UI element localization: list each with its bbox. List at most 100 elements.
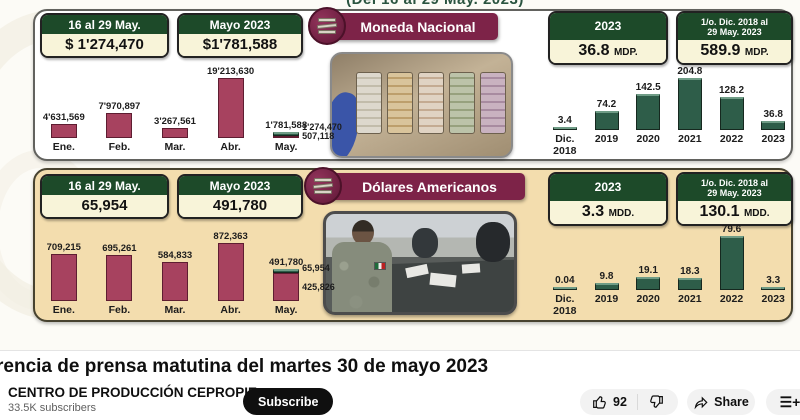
bar-value-label: 3'267,561 bbox=[154, 115, 196, 127]
badge-value: 589.9 MDP. bbox=[678, 40, 791, 63]
bar-value-label: 18.3 bbox=[680, 265, 700, 277]
bar-category-label: 2019 bbox=[594, 133, 619, 145]
bar-category-label: 2022 bbox=[719, 133, 744, 145]
bar-group: 18.3 2021 bbox=[669, 224, 711, 317]
thumb-up-icon bbox=[593, 395, 606, 409]
bar-category-label: May. bbox=[274, 141, 298, 153]
cash-stack-icon bbox=[308, 7, 346, 45]
bar-category-label: Abr. bbox=[220, 304, 241, 316]
bar-group: 695,261 Feb. bbox=[92, 220, 148, 317]
bar bbox=[106, 113, 133, 138]
share-arrow-icon bbox=[694, 396, 708, 410]
badge-da-16-29-may: 16 al 29 May. 65,954 bbox=[40, 174, 169, 219]
cash-stack-icon bbox=[304, 167, 342, 205]
bar-group: 1'781,588 1'274,470 507,118 May. bbox=[258, 60, 342, 154]
bar bbox=[761, 120, 786, 130]
share-button[interactable]: Share bbox=[687, 389, 755, 415]
photo-detail bbox=[330, 220, 394, 312]
thumb-down-icon bbox=[650, 395, 663, 409]
bar bbox=[50, 253, 77, 301]
bar-group: 872,363 Abr. bbox=[203, 220, 259, 317]
badge-header: 2023 bbox=[550, 13, 666, 40]
bar-category-label: 2020 bbox=[636, 133, 660, 145]
pill-label: Dólares Americanos bbox=[362, 178, 497, 195]
bar-group: 7'970,897 Feb. bbox=[92, 60, 148, 154]
bar-category-label: 2020 bbox=[636, 293, 660, 305]
slide-date-header: (Del 16 al 29 May. 2023) bbox=[290, 0, 580, 8]
bar-group: 3.3 2023 bbox=[752, 224, 794, 317]
bar-value-label: 4'631,569 bbox=[42, 111, 85, 123]
badge-mn-2023: 2023 36.8 MDP. bbox=[548, 11, 668, 65]
segment-label: 507,118 bbox=[302, 131, 335, 141]
bar-value-label: 695,261 bbox=[102, 242, 137, 254]
bar-category-label: Dic. 2018 bbox=[553, 293, 577, 318]
bar-category-label: May. bbox=[274, 304, 298, 316]
bar-value-label: 79.6 bbox=[721, 224, 742, 235]
bar-value-label: 74.2 bbox=[596, 99, 617, 111]
badge-da-mayo-2023: Mayo 2023 491,780 bbox=[177, 174, 303, 219]
badge-header: Mayo 2023 bbox=[179, 15, 301, 34]
badge-header: 1/o. Dic. 2018 al 29 May. 2023 bbox=[678, 13, 791, 40]
subscribe-button[interactable]: Subscribe bbox=[243, 388, 334, 415]
bar-stacked bbox=[273, 132, 300, 138]
segment-label: 1'274,470 bbox=[302, 122, 342, 132]
bar-category-label: Feb. bbox=[108, 304, 131, 316]
bar bbox=[636, 277, 661, 290]
bar-value-label: 709,215 bbox=[46, 241, 81, 253]
badge-mn-16-29-may: 16 al 29 May. $ 1'274,470 bbox=[40, 13, 169, 58]
bar bbox=[677, 277, 702, 290]
bar-value-label: 9.8 bbox=[599, 271, 614, 283]
channel-name[interactable]: CENTRO DE PRODUCCIÓN CEPROPIE bbox=[8, 385, 258, 400]
bar-value-label: 872,363 bbox=[213, 231, 248, 242]
chart-dolares-mensual: 709,215 Ene. 695,261 Feb. 584,833 Mar. 872,363… bbox=[36, 220, 335, 317]
bar-value-label: 3.4 bbox=[557, 115, 572, 126]
bar-group: 204.8 2021 bbox=[669, 62, 711, 157]
like-button[interactable]: 92 bbox=[580, 394, 637, 410]
segment-label: 425,826 bbox=[302, 282, 335, 292]
badge-header: 1/o. Dic. 2018 al 29 May. 2023 bbox=[678, 174, 791, 201]
dislike-button[interactable] bbox=[636, 394, 676, 410]
video-info-section: rencia de prensa matutina del martes 30 … bbox=[0, 350, 800, 420]
badge-da-acumulado: 1/o. Dic. 2018 al 29 May. 2023 130.1 MDD… bbox=[676, 172, 793, 226]
video-player[interactable]: (Del 16 al 29 May. 2023) 16 al 29 May. $… bbox=[0, 0, 800, 350]
bar-value-label: 19'213,630 bbox=[206, 66, 255, 77]
bar-group: 74.2 2019 bbox=[586, 62, 628, 157]
bar-category-label: Mar. bbox=[164, 141, 186, 153]
badge-value: 3.3 MDD. bbox=[550, 201, 666, 224]
badge-header: 16 al 29 May. bbox=[42, 176, 167, 195]
bar-group: 19.1 2020 bbox=[627, 224, 669, 317]
bar-value-label: 142.5 bbox=[635, 81, 661, 93]
bar-value-label: 36.8 bbox=[763, 108, 783, 120]
bar-group: 142.5 2020 bbox=[627, 62, 669, 157]
bar-group: 3'267,561 Mar. bbox=[147, 60, 203, 154]
photo-detail bbox=[356, 72, 506, 134]
bar-group: 9.8 2019 bbox=[586, 224, 628, 317]
playlist-add-icon: ☰+ bbox=[779, 393, 800, 410]
chart-moneda-nacional-mensual: 4'631,569 Ene. 7'970,897 Feb. 3'267,561 Mar. 1… bbox=[36, 60, 342, 154]
bar-category-label: 2022 bbox=[719, 293, 744, 305]
bar-value-label: 584,833 bbox=[157, 250, 193, 262]
section-title-moneda-nacional: Moneda Nacional bbox=[308, 7, 498, 45]
photo-detail bbox=[476, 222, 510, 262]
bar-value-label: 3.3 bbox=[766, 275, 781, 286]
bar-category-label: Mar. bbox=[164, 304, 186, 316]
bar-category-label: Ene. bbox=[52, 141, 75, 153]
bar-category-label: 2023 bbox=[761, 133, 785, 145]
bar bbox=[106, 254, 133, 301]
bar-value-label: 204.8 bbox=[677, 66, 703, 77]
bar bbox=[552, 287, 577, 290]
bar bbox=[594, 283, 619, 290]
badge-mn-mayo-2023: Mayo 2023 $1'781,588 bbox=[177, 13, 303, 58]
bar-category-label: 2023 bbox=[761, 293, 785, 305]
pill-label: Moneda Nacional bbox=[360, 18, 476, 35]
video-title: rencia de prensa matutina del martes 30 … bbox=[0, 356, 489, 377]
save-to-playlist-button[interactable]: ☰+ bbox=[766, 389, 800, 415]
photo-guardia-nacional bbox=[323, 211, 517, 315]
badge-value: $1'781,588 bbox=[179, 34, 301, 56]
bar bbox=[636, 93, 661, 130]
bar bbox=[719, 97, 744, 130]
bar-group: 3.4 Dic. 2018 bbox=[544, 62, 586, 157]
bar-group: 19'213,630 Abr. bbox=[203, 60, 259, 154]
badge-value: $ 1'274,470 bbox=[42, 34, 167, 56]
